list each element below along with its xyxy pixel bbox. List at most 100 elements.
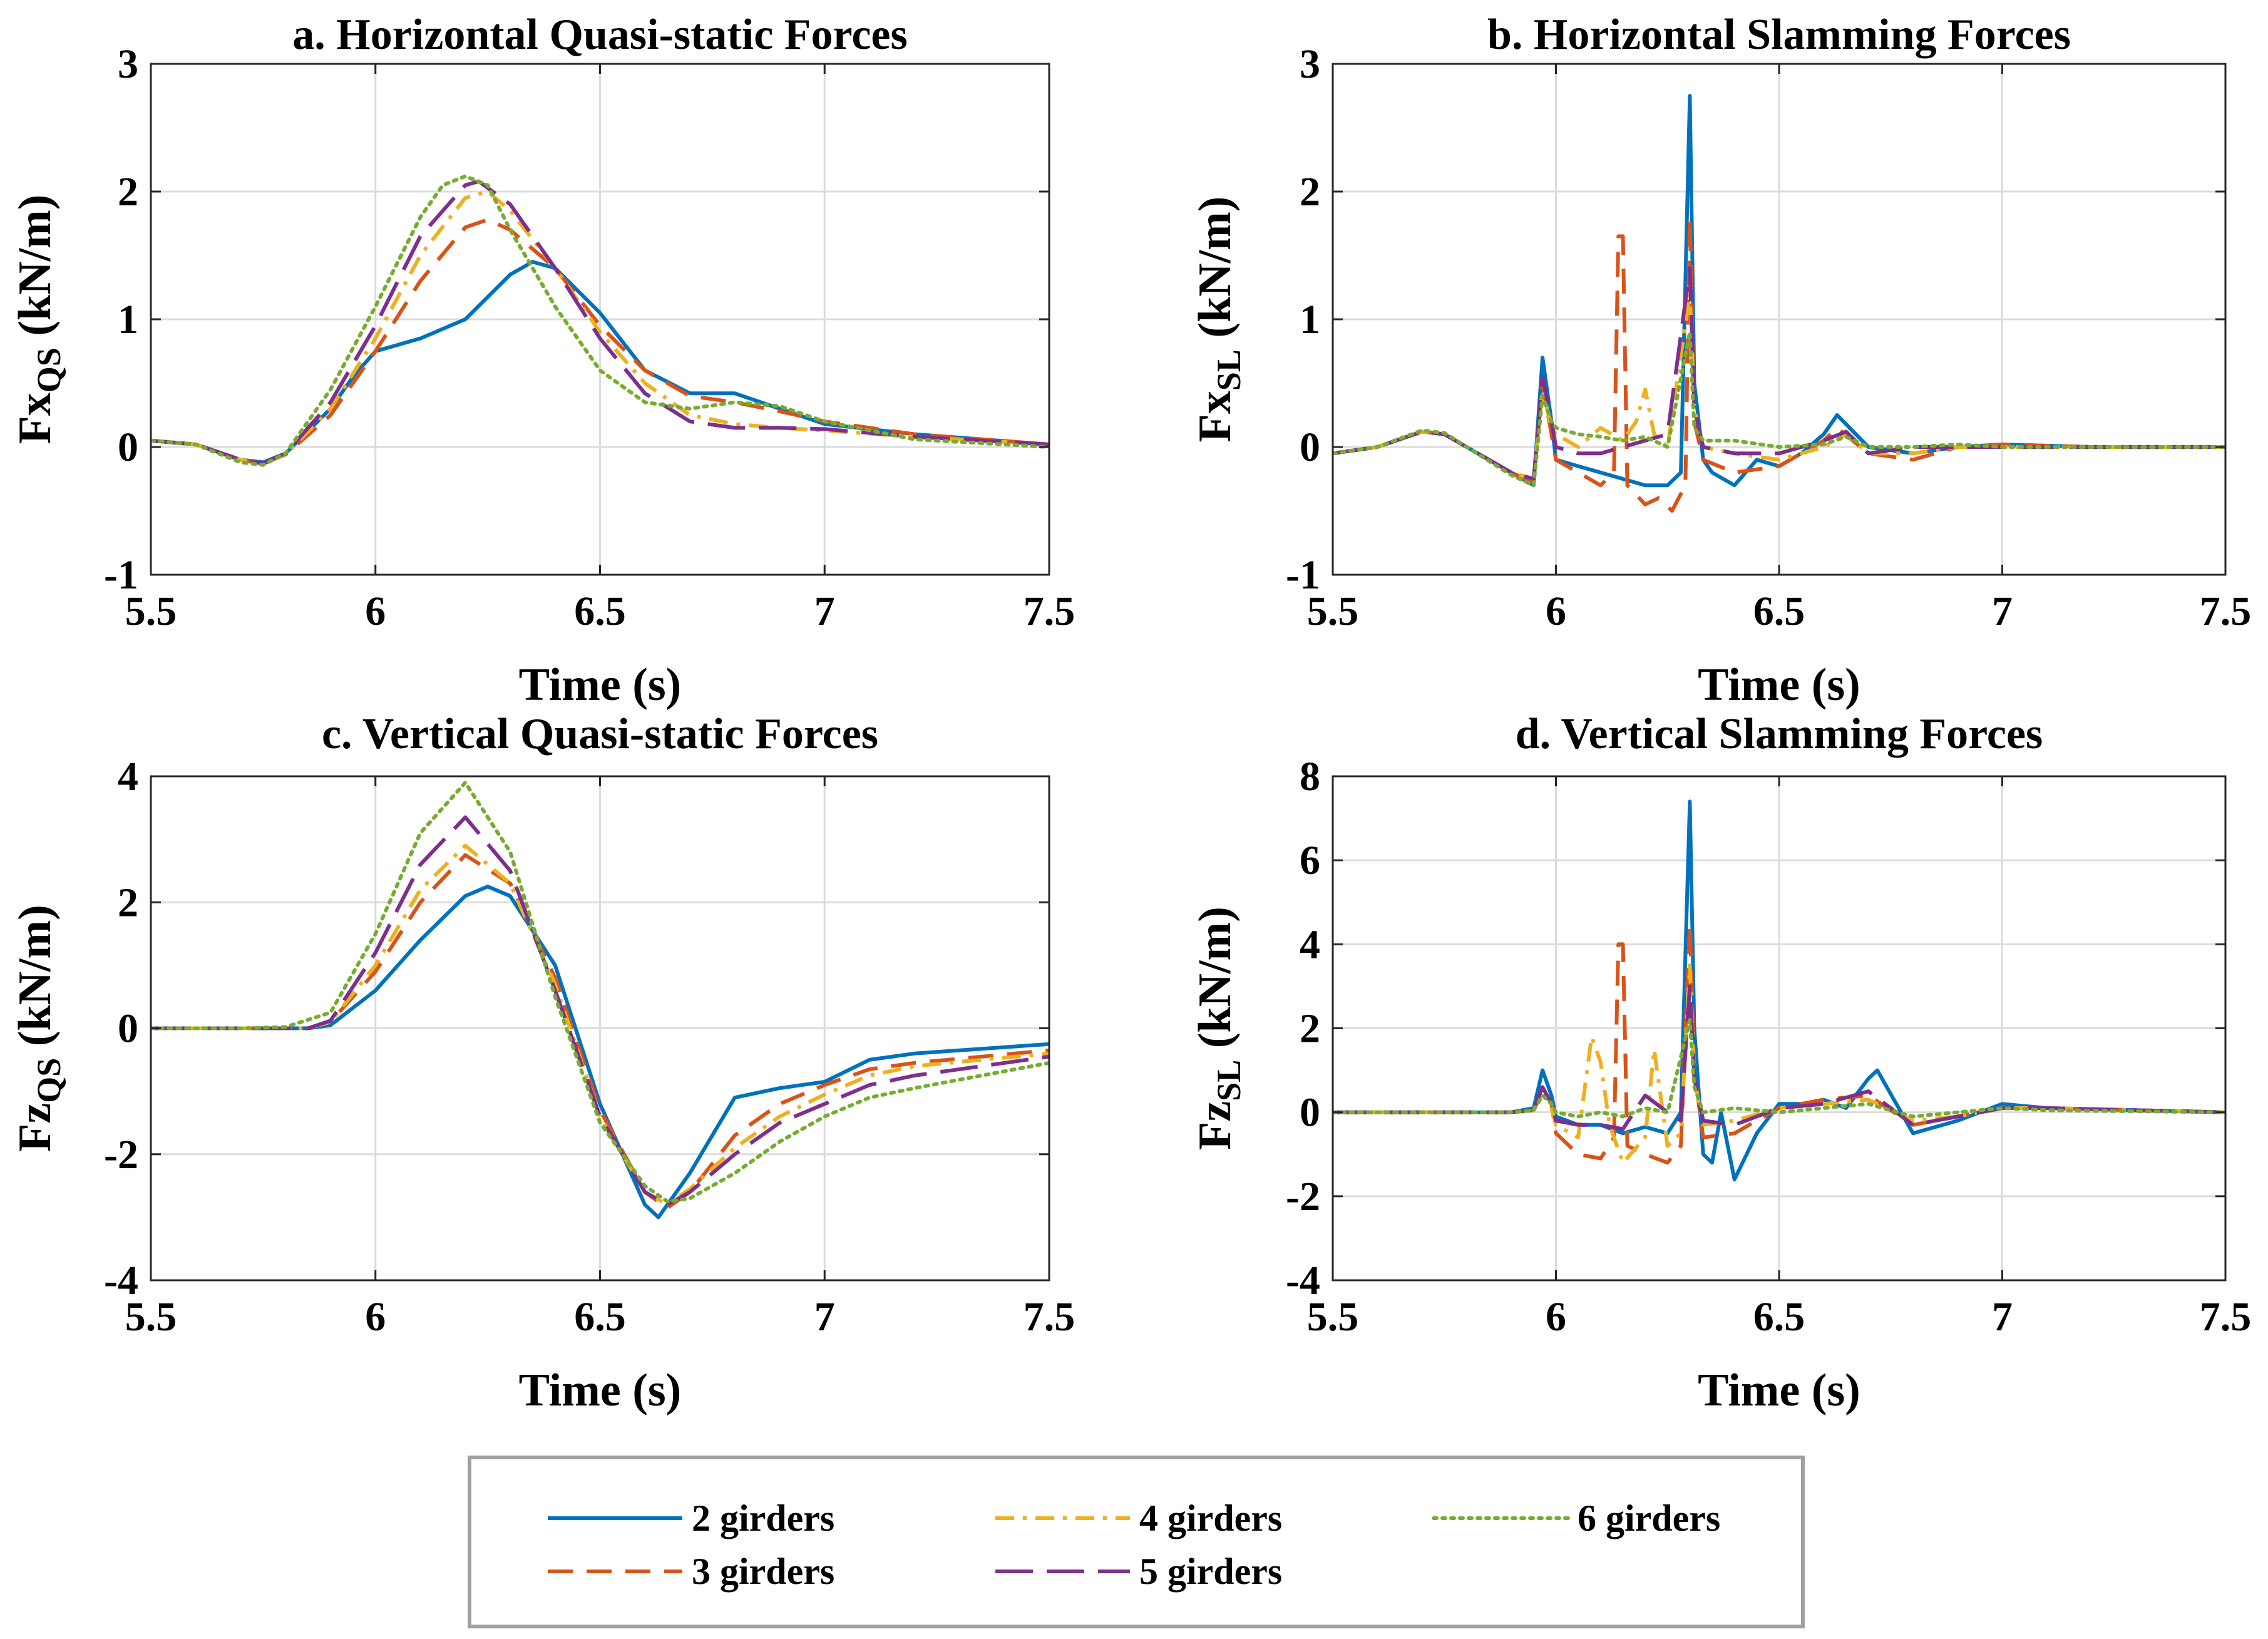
x-tick-label: 7.5 — [2200, 1294, 2252, 1340]
y-tick-label: 4 — [118, 754, 138, 799]
y-tick-label: -4 — [1286, 1258, 1320, 1303]
series-line-5-girders — [151, 815, 1049, 1207]
x-axis-label: Time (s) — [1698, 659, 1860, 711]
series-group — [151, 174, 1049, 467]
x-tick-label: 7 — [814, 588, 835, 634]
y-tick-label: 1 — [1300, 297, 1320, 342]
y-axis-label-unit: (kN/m) — [9, 195, 61, 348]
series-line-5-girders — [1333, 984, 2225, 1131]
series-line-6-girders — [151, 781, 1049, 1204]
y-axis-label: FzSL (kN/m) — [1189, 907, 1248, 1150]
y-tick-label: 2 — [1300, 1006, 1320, 1052]
legend-item-4-girders: 4 girders — [995, 1498, 1282, 1539]
x-tick-label: 6 — [1546, 1294, 1566, 1340]
x-tick-label: 7.5 — [2200, 588, 2252, 634]
x-tick-label: 7 — [1992, 1294, 2013, 1340]
x-tick-label: 7 — [1992, 588, 2013, 634]
series-group — [151, 781, 1049, 1220]
series-line-4-girders — [1333, 963, 2225, 1165]
series-line-4-girders — [151, 190, 1049, 466]
series-line-4-girders — [151, 843, 1049, 1207]
y-axis-label: FxQS (kN/m) — [9, 195, 68, 444]
x-tick-label: 7 — [814, 1294, 835, 1340]
y-tick-label: 0 — [118, 1006, 138, 1052]
x-tick-label: 5.5 — [1307, 1294, 1359, 1340]
x-tick-label: 6 — [1546, 588, 1566, 634]
y-tick-label: 2 — [1300, 169, 1320, 215]
chart-a: 5.5 6 6.5 7 7.5 -1 0 1 2 3 a. Horizontal Quasi-sta… — [9, 11, 1075, 711]
legend-label: 4 girders — [1139, 1498, 1282, 1539]
y-axis-label-subscript: QS — [30, 1058, 68, 1103]
x-axis-label: Time (s) — [519, 659, 682, 711]
series-line-5-girders — [151, 179, 1049, 466]
series-line-6-girders — [1333, 330, 2225, 488]
chart-title: c. Vertical Quasi-static Forces — [322, 710, 878, 758]
x-tick-label: 5.5 — [125, 1294, 177, 1340]
legend-box — [468, 1456, 1805, 1628]
y-axis-label-subscript: SL — [1210, 1060, 1248, 1101]
y-axis-label: FzQS (kN/m) — [9, 905, 68, 1152]
legend-label: 2 girders — [692, 1498, 834, 1539]
y-axis-label-main: Fx — [9, 393, 61, 444]
y-tick-label: 0 — [1300, 1090, 1320, 1136]
y-tick-label: 3 — [1300, 41, 1320, 87]
legend: 2 girders 3 girders 4 girders 5 girders 6 gi… — [468, 1456, 1805, 1628]
x-tick-label: 6.5 — [574, 1294, 626, 1340]
y-axis-label-subscript: SL — [1210, 349, 1248, 391]
y-tick-label: 1 — [118, 297, 138, 342]
x-tick-label: 7.5 — [1024, 588, 1075, 634]
y-tick-label: -2 — [1286, 1174, 1320, 1220]
chart-title: b. Horizontal Slamming Forces — [1487, 11, 2071, 59]
series-group — [1333, 799, 2225, 1181]
chart-title: d. Vertical Slamming Forces — [1516, 710, 2043, 758]
series-line-2-girders — [151, 885, 1049, 1220]
legend-label: 6 girders — [1578, 1498, 1720, 1539]
y-axis-label-main: Fz — [1189, 1101, 1241, 1150]
x-tick-label: 6.5 — [574, 588, 626, 634]
y-tick-label: 2 — [118, 880, 138, 925]
legend-item-2-girders: 2 girders — [548, 1498, 834, 1539]
y-tick-label: -2 — [104, 1132, 138, 1178]
y-axis-label-unit: (kN/m) — [1189, 197, 1241, 350]
y-tick-label: 4 — [1300, 922, 1320, 967]
legend-item-5-girders: 5 girders — [995, 1551, 1282, 1592]
x-axis-label: Time (s) — [1698, 1365, 1860, 1416]
series-line-6-girders — [151, 174, 1049, 467]
legend-item-6-girders: 6 girders — [1432, 1498, 1720, 1539]
series-line-6-girders — [1333, 1018, 2225, 1119]
legend-item-3-girders: 3 girders — [548, 1551, 834, 1592]
legend-label: 3 girders — [692, 1551, 834, 1592]
series-line-3-girders — [151, 853, 1049, 1210]
y-axis-label-unit: (kN/m) — [1189, 907, 1241, 1060]
x-axis-label: Time (s) — [519, 1365, 682, 1416]
x-tick-label: 6 — [365, 588, 386, 634]
chart-c: 5.5 6 6.5 7 7.5 -4 -2 0 2 4 c. Vertical Quasi-stat… — [9, 710, 1075, 1416]
y-axis-label-main: Fz — [9, 1103, 61, 1152]
x-tick-label: 6 — [365, 1294, 386, 1340]
x-tick-label: 5.5 — [1307, 588, 1359, 634]
y-tick-label: 2 — [118, 169, 138, 215]
series-group — [1333, 94, 2225, 513]
x-tick-label: 6.5 — [1753, 1294, 1805, 1340]
chart-title: a. Horizontal Quasi-static Forces — [292, 11, 907, 59]
y-tick-label: 8 — [1300, 754, 1320, 799]
chart-d: 5.5 6 6.5 7 7.5 -4 -2 0 2 4 6 8 d. Vertical Slamming… — [1189, 710, 2251, 1416]
y-tick-label: -1 — [1286, 552, 1320, 598]
chart-b: 5.5 6 6.5 7 7.5 -1 0 1 2 3 b. Horizontal Slamming … — [1189, 11, 2251, 711]
y-tick-label: 3 — [118, 41, 138, 87]
y-tick-label: 6 — [1300, 838, 1320, 883]
series-line-2-girders — [1333, 799, 2225, 1181]
legend-label: 5 girders — [1139, 1551, 1282, 1592]
y-axis-label: FxSL (kN/m) — [1189, 197, 1248, 443]
x-tick-label: 6.5 — [1753, 588, 1805, 634]
x-tick-label: 5.5 — [125, 588, 177, 634]
y-axis-label-main: Fx — [1189, 391, 1241, 442]
y-axis-label-subscript: QS — [30, 347, 68, 393]
y-tick-label: -4 — [104, 1258, 138, 1303]
y-tick-label: 0 — [1300, 424, 1320, 470]
x-tick-label: 7.5 — [1024, 1294, 1075, 1340]
y-tick-label: -1 — [104, 552, 138, 598]
y-tick-label: 0 — [118, 424, 138, 470]
y-axis-label-unit: (kN/m) — [9, 905, 61, 1058]
